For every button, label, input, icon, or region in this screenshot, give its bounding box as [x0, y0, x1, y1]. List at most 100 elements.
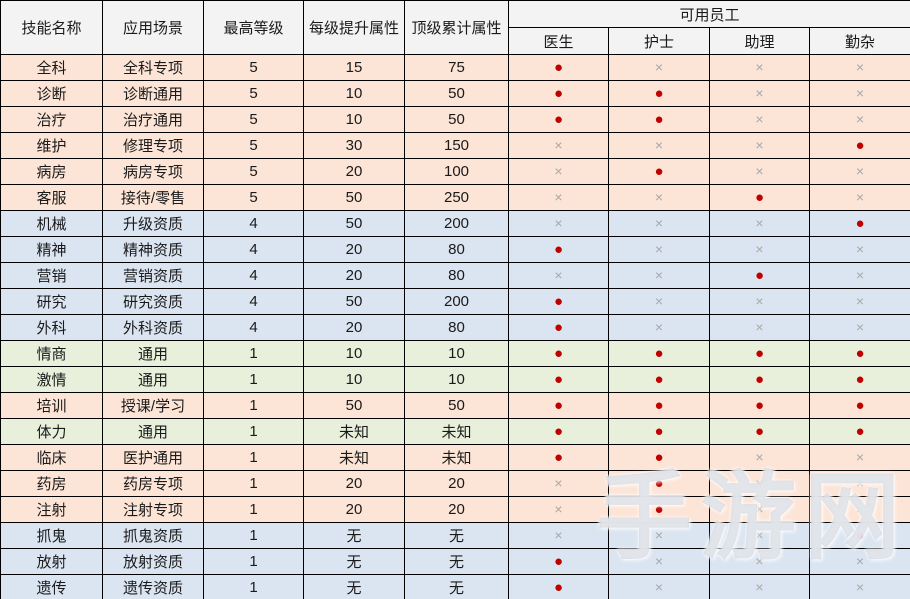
max-level-cell: 1 [203, 366, 304, 393]
staff-cell-nurse: ● [608, 80, 710, 107]
skill-name-cell: 药房 [0, 470, 103, 497]
staff-cell-janitor: × [808, 288, 910, 315]
scenario-cell: 注射专项 [102, 496, 204, 523]
max-level-cell: 4 [203, 288, 304, 315]
unavailable-cross: × [855, 553, 865, 569]
max-level-cell: 1 [203, 574, 304, 599]
per-level-gain-cell: 20 [303, 470, 405, 497]
table-row: 体力 通用 1 未知 未知 ● ● ● ● [0, 418, 910, 445]
max-total-cell: 50 [404, 106, 509, 133]
max-level-cell: 5 [203, 132, 304, 159]
header-row-group: 技能名称 应用场景 最高等级 每级提升属性 顶级累计属性 可用员工 [0, 0, 910, 55]
per-level-gain-cell: 20 [303, 314, 405, 341]
per-level-gain-cell: 30 [303, 132, 405, 159]
available-dot: ● [855, 527, 865, 544]
staff-cell-janitor: × [808, 262, 910, 289]
table-row: 培训 授课/学习 1 50 50 ● ● ● ● [0, 392, 910, 419]
max-level-cell: 1 [203, 470, 304, 497]
unavailable-cross: × [554, 527, 563, 543]
max-level-cell: 4 [203, 314, 304, 341]
scenario-cell: 药房专项 [102, 470, 204, 497]
staff-cell-janitor: × [808, 80, 910, 107]
table-row: 全科 全科专项 5 15 75 ● × × × [0, 54, 910, 81]
staff-cell-janitor: × [808, 314, 910, 341]
table-row: 临床 医护通用 1 未知 未知 ● ● × × [0, 444, 910, 471]
staff-cell-assistant: × [709, 132, 810, 159]
staff-cell-janitor: × [808, 470, 910, 497]
col-header-janitor: 勤杂 [808, 27, 910, 55]
unavailable-cross: × [554, 189, 563, 205]
available-dot: ● [654, 163, 664, 180]
staff-cell-assistant: × [709, 314, 810, 341]
staff-cell-assistant: × [709, 210, 810, 237]
scenario-cell: 通用 [102, 418, 204, 445]
staff-cell-nurse: × [608, 54, 710, 81]
per-level-gain-cell: 无 [303, 522, 405, 549]
staff-cell-janitor: ● [808, 210, 910, 237]
available-dot: ● [754, 267, 765, 284]
per-level-gain-cell: 10 [303, 106, 405, 133]
scenario-cell: 诊断通用 [102, 80, 204, 107]
staff-cell-janitor: ● [808, 340, 910, 367]
per-level-gain-cell: 10 [303, 80, 405, 107]
table-body: 全科 全科专项 5 15 75 ● × × × 诊断 诊断通用 5 10 50 ● ● × × 治疗 治疗通用 5 10 5… [0, 54, 910, 599]
staff-cell-assistant: × [709, 548, 810, 575]
unavailable-cross: × [855, 111, 865, 127]
max-total-cell: 250 [404, 184, 509, 211]
scenario-cell: 病房专项 [102, 158, 204, 185]
unavailable-cross: × [755, 163, 764, 179]
unavailable-cross: × [755, 553, 764, 569]
max-total-cell: 无 [404, 574, 509, 599]
skill-name-cell: 情商 [0, 340, 103, 367]
available-dot: ● [654, 85, 664, 102]
available-dot: ● [855, 137, 865, 154]
scenario-cell: 放射资质 [102, 548, 204, 575]
max-total-cell: 无 [404, 548, 509, 575]
staff-cell-assistant: × [709, 522, 810, 549]
per-level-gain-cell: 未知 [303, 444, 405, 471]
staff-cell-assistant: × [709, 574, 810, 599]
scenario-cell: 精神资质 [102, 236, 204, 263]
scenario-cell: 接待/零售 [102, 184, 204, 211]
col-header-doctor: 医生 [508, 27, 609, 55]
available-dot: ● [553, 293, 564, 310]
available-dot: ● [654, 449, 664, 466]
col-header-skill-name: 技能名称 [0, 0, 103, 55]
scenario-cell: 通用 [102, 366, 204, 393]
max-total-cell: 无 [404, 522, 509, 549]
unavailable-cross: × [654, 553, 664, 569]
staff-cell-nurse: × [608, 236, 710, 263]
unavailable-cross: × [855, 163, 865, 179]
staff-cell-nurse: × [608, 262, 710, 289]
unavailable-cross: × [855, 85, 865, 101]
staff-cell-nurse: × [608, 184, 710, 211]
max-level-cell: 4 [203, 210, 304, 237]
skill-name-cell: 病房 [0, 158, 103, 185]
table-row: 注射 注射专项 1 20 20 × ● × × [0, 496, 910, 523]
staff-cell-nurse: × [608, 548, 710, 575]
skill-name-cell: 临床 [0, 444, 103, 471]
table-row: 激情 通用 1 10 10 ● ● ● ● [0, 366, 910, 393]
per-level-gain-cell: 15 [303, 54, 405, 81]
available-dot: ● [553, 449, 564, 466]
staff-cell-nurse: × [608, 132, 710, 159]
staff-cell-janitor: ● [808, 366, 910, 393]
table-header: 技能名称 应用场景 最高等级 每级提升属性 顶级累计属性 可用员工 医生 护士 … [0, 0, 910, 55]
scenario-cell: 通用 [102, 340, 204, 367]
staff-cell-doctor: × [508, 522, 609, 549]
max-total-cell: 150 [404, 132, 509, 159]
unavailable-cross: × [755, 475, 764, 491]
unavailable-cross: × [755, 59, 764, 75]
unavailable-cross: × [755, 501, 764, 517]
max-level-cell: 5 [203, 184, 304, 211]
scenario-cell: 研究资质 [102, 288, 204, 315]
staff-cell-doctor: ● [508, 366, 609, 393]
unavailable-cross: × [855, 319, 865, 335]
staff-cell-janitor: ● [808, 132, 910, 159]
staff-cell-doctor: ● [508, 444, 609, 471]
max-total-cell: 80 [404, 314, 509, 341]
staff-cell-nurse: × [608, 288, 710, 315]
staff-cell-assistant: ● [709, 262, 810, 289]
scenario-cell: 治疗通用 [102, 106, 204, 133]
